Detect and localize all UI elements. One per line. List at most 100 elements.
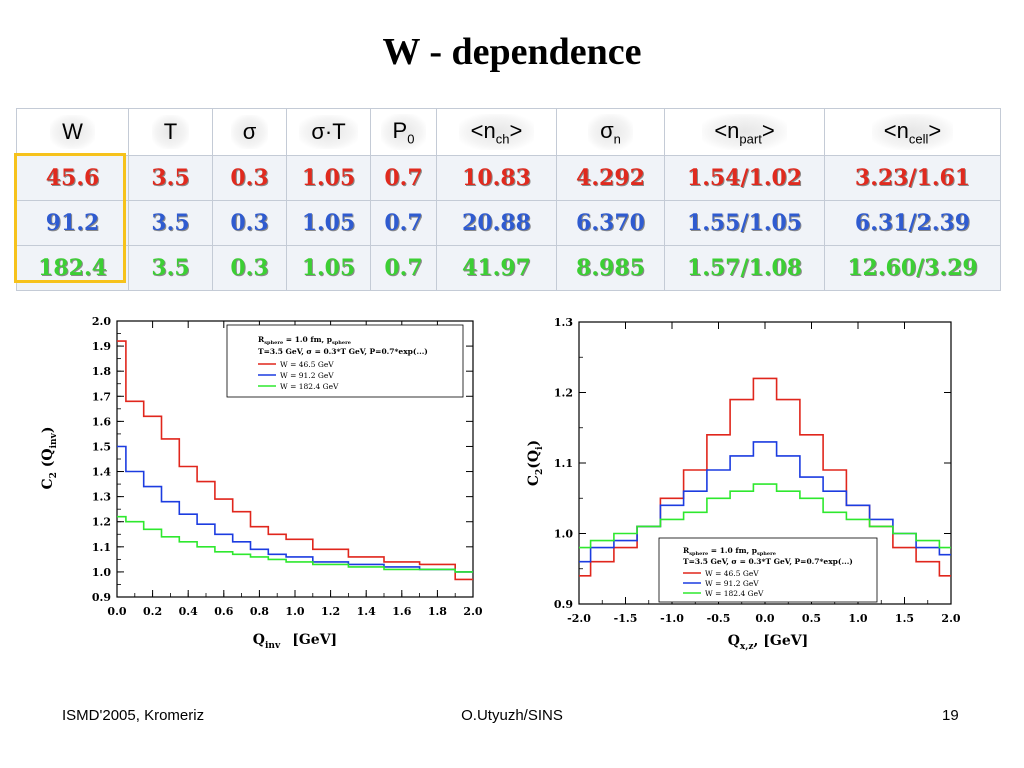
table-cell: 1.57/1.08 xyxy=(664,245,825,291)
left-legend-entry-3: W = 182.4 GeV xyxy=(280,382,339,391)
x-tick-label: 1.2 xyxy=(321,605,340,618)
left-legend-line2: T=3.5 GeV, σ = 0.3*T GeV, P=0.7*exp(...) xyxy=(258,347,428,356)
table-cell: 8.985 xyxy=(556,245,665,291)
y-tick-label: 1.0 xyxy=(554,528,573,541)
table-cell: 0.3 xyxy=(212,245,287,291)
header-p0: P0 xyxy=(370,108,437,156)
table-cell: 6.31/2.39 xyxy=(824,200,1001,246)
header-nch: <nch> xyxy=(436,108,557,156)
x-tick-label: 1.0 xyxy=(285,605,304,618)
right-legend-entry-1: W = 46.5 GeV xyxy=(705,569,759,578)
y-tick-label: 1.4 xyxy=(92,466,111,479)
table-cell: 12.60/3.29 xyxy=(824,245,1001,291)
x-tick-label: 1.8 xyxy=(428,605,447,618)
table-cell: 0.7 xyxy=(370,155,437,201)
right-legend-entry-2: W = 91.2 GeV xyxy=(705,579,759,588)
y-tick-label: 1.3 xyxy=(92,491,111,504)
x-tick-label: 2.0 xyxy=(463,605,482,618)
table-cell: 3.5 xyxy=(128,155,213,201)
y-tick-label: 1.2 xyxy=(554,387,573,400)
x-tick-label: 1.5 xyxy=(895,612,914,625)
right-legend-line1: Rsphere = 1.0 fm, psphere xyxy=(683,546,776,557)
x-tick-label: 0.6 xyxy=(214,605,233,618)
table-cell: 4.292 xyxy=(556,155,665,201)
table-cell: 0.3 xyxy=(212,155,287,201)
table-cell: 1.55/1.05 xyxy=(664,200,825,246)
footer-author: O.Utyuzh/SINS xyxy=(461,707,563,724)
table-cell: 1.54/1.02 xyxy=(664,155,825,201)
right-legend: Rsphere = 1.0 fm, psphere T=3.5 GeV, σ =… xyxy=(658,537,878,603)
y-tick-label: 1.8 xyxy=(92,365,111,378)
table-cell: 1.05 xyxy=(286,245,371,291)
table-cell: 45.6 xyxy=(16,155,129,201)
header-t: T xyxy=(128,108,213,156)
right-legend-line2: T=3.5 GeV, σ = 0.3*T GeV, P=0.7*exp(...) xyxy=(683,557,853,566)
table-cell: 10.83 xyxy=(436,155,557,201)
y-tick-label: 1.1 xyxy=(554,457,573,470)
parameter-table: W T σ σ·T P0 <nch> σn <npart> <ncell> 45… xyxy=(16,108,1001,291)
y-tick-label: 1.1 xyxy=(92,541,111,554)
x-tick-label: 2.0 xyxy=(941,612,960,625)
y-tick-label: 1.9 xyxy=(92,340,111,353)
y-tick-label: 1.7 xyxy=(92,390,111,403)
highlight-box xyxy=(14,153,126,283)
table-cell: 3.5 xyxy=(128,200,213,246)
x-tick-label: 0.0 xyxy=(755,612,774,625)
x-tick-label: -1.5 xyxy=(614,612,638,625)
table-cell: 3.5 xyxy=(128,245,213,291)
table-header-row: W T σ σ·T P0 <nch> σn <npart> <ncell> xyxy=(16,108,1001,156)
footer-page-number: 19 xyxy=(942,707,959,724)
x-tick-label: -0.5 xyxy=(707,612,731,625)
y-tick-label: 2.0 xyxy=(92,315,111,328)
x-tick-label: 0.2 xyxy=(143,605,162,618)
left-x-axis-label: Qinv [GeV] xyxy=(253,632,337,651)
table-cell: 3.23/1.61 xyxy=(824,155,1001,201)
x-tick-label: 0.4 xyxy=(179,605,198,618)
left-legend: Rsphere = 1.0 fm, psphere T=3.5 GeV, σ =… xyxy=(226,324,464,398)
left-legend-entry-1: W = 46.5 GeV xyxy=(280,360,334,369)
right-x-axis-label: Qx,z, [GeV] xyxy=(728,633,809,652)
header-sigma: σ xyxy=(212,108,287,156)
table-row: 45.6 3.5 0.3 1.05 0.7 10.83 4.292 1.54/1… xyxy=(16,155,1001,201)
table-row: 182.4 3.5 0.3 1.05 0.7 41.97 8.985 1.57/… xyxy=(16,245,1001,291)
right-plot-svg: 1.3 1.2 1.1 1.0 0.9 -2.0 -1.5 -1.0 -0.5 0.0 0.5 1.… xyxy=(526,316,961,652)
left-legend-entry-2: W = 91.2 GeV xyxy=(280,371,334,380)
x-tick-label: 1.6 xyxy=(392,605,411,618)
table-cell: 20.88 xyxy=(436,200,557,246)
header-ncell: <ncell> xyxy=(824,108,1001,156)
x-tick-label: -2.0 xyxy=(567,612,591,625)
x-tick-label: 0.8 xyxy=(250,605,269,618)
right-legend-entry-3: W = 182.4 GeV xyxy=(705,589,764,598)
y-tick-label: 1.3 xyxy=(554,316,573,329)
x-tick-label: -1.0 xyxy=(660,612,684,625)
series-line-3 xyxy=(579,483,951,549)
x-tick-label: 0.5 xyxy=(802,612,821,625)
x-tick-label: 1.4 xyxy=(357,605,376,618)
y-tick-label: 0.9 xyxy=(92,591,111,604)
x-tick-label: 0.0 xyxy=(107,605,126,618)
right-y-axis-label: C2(Qi) xyxy=(526,440,545,486)
right-plot: 1.3 1.2 1.1 1.0 0.9 -2.0 -1.5 -1.0 -0.5 0.0 0.5 1.… xyxy=(520,310,980,660)
left-plot-svg: 2.0 1.9 1.8 1.7 1.6 1.5 1.4 1.3 1.2 1.1 1.0 0.9 0.0… xyxy=(40,315,483,651)
table-cell: 182.4 xyxy=(16,245,129,291)
table-cell: 0.7 xyxy=(370,245,437,291)
header-npart: <npart> xyxy=(664,108,825,156)
y-tick-label: 1.6 xyxy=(92,415,111,428)
y-tick-label: 1.2 xyxy=(92,516,111,529)
header-sigma-t: σ·T xyxy=(286,108,371,156)
left-plot: 2.0 1.9 1.8 1.7 1.6 1.5 1.4 1.3 1.2 1.1 1.0 0.9 0.0… xyxy=(30,312,500,657)
header-sigma-n: σn xyxy=(556,108,665,156)
x-tick-label: 1.0 xyxy=(848,612,867,625)
table-cell: 1.05 xyxy=(286,155,371,201)
y-tick-label: 1.0 xyxy=(92,566,111,579)
y-tick-label: 1.5 xyxy=(92,440,111,453)
slide-title: W - dependence xyxy=(382,31,642,73)
y-tick-label: 0.9 xyxy=(554,598,573,611)
left-y-axis-label: C2 (Qinv) xyxy=(40,427,59,490)
table-cell: 6.370 xyxy=(556,200,665,246)
series-line-3 xyxy=(117,515,473,573)
table-cell: 1.05 xyxy=(286,200,371,246)
table-row: 91.2 3.5 0.3 1.05 0.7 20.88 6.370 1.55/1… xyxy=(16,200,1001,246)
table-cell: 41.97 xyxy=(436,245,557,291)
table-cell: 0.7 xyxy=(370,200,437,246)
